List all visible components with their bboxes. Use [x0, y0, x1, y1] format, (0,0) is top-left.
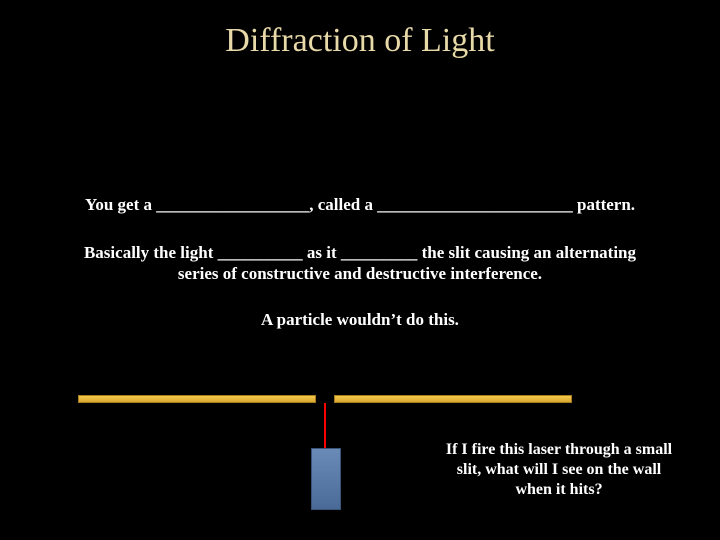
slide-title: Diffraction of Light	[0, 22, 720, 60]
body-line-1: You get a __________________, called a _…	[0, 195, 720, 215]
slide: Diffraction of Light You get a _________…	[0, 0, 720, 540]
body-line-2: Basically the light __________ as it ___…	[0, 243, 720, 263]
barrier-bar-right	[334, 395, 572, 403]
laser-beam-line	[324, 403, 326, 451]
laser-caption: If I fire this laser through a small sli…	[444, 440, 674, 500]
laser-emitter-box	[311, 448, 341, 510]
body-line-3: series of constructive and destructive i…	[0, 264, 720, 284]
barrier-bar-left	[78, 395, 316, 403]
body-line-4: A particle wouldn’t do this.	[0, 310, 720, 330]
